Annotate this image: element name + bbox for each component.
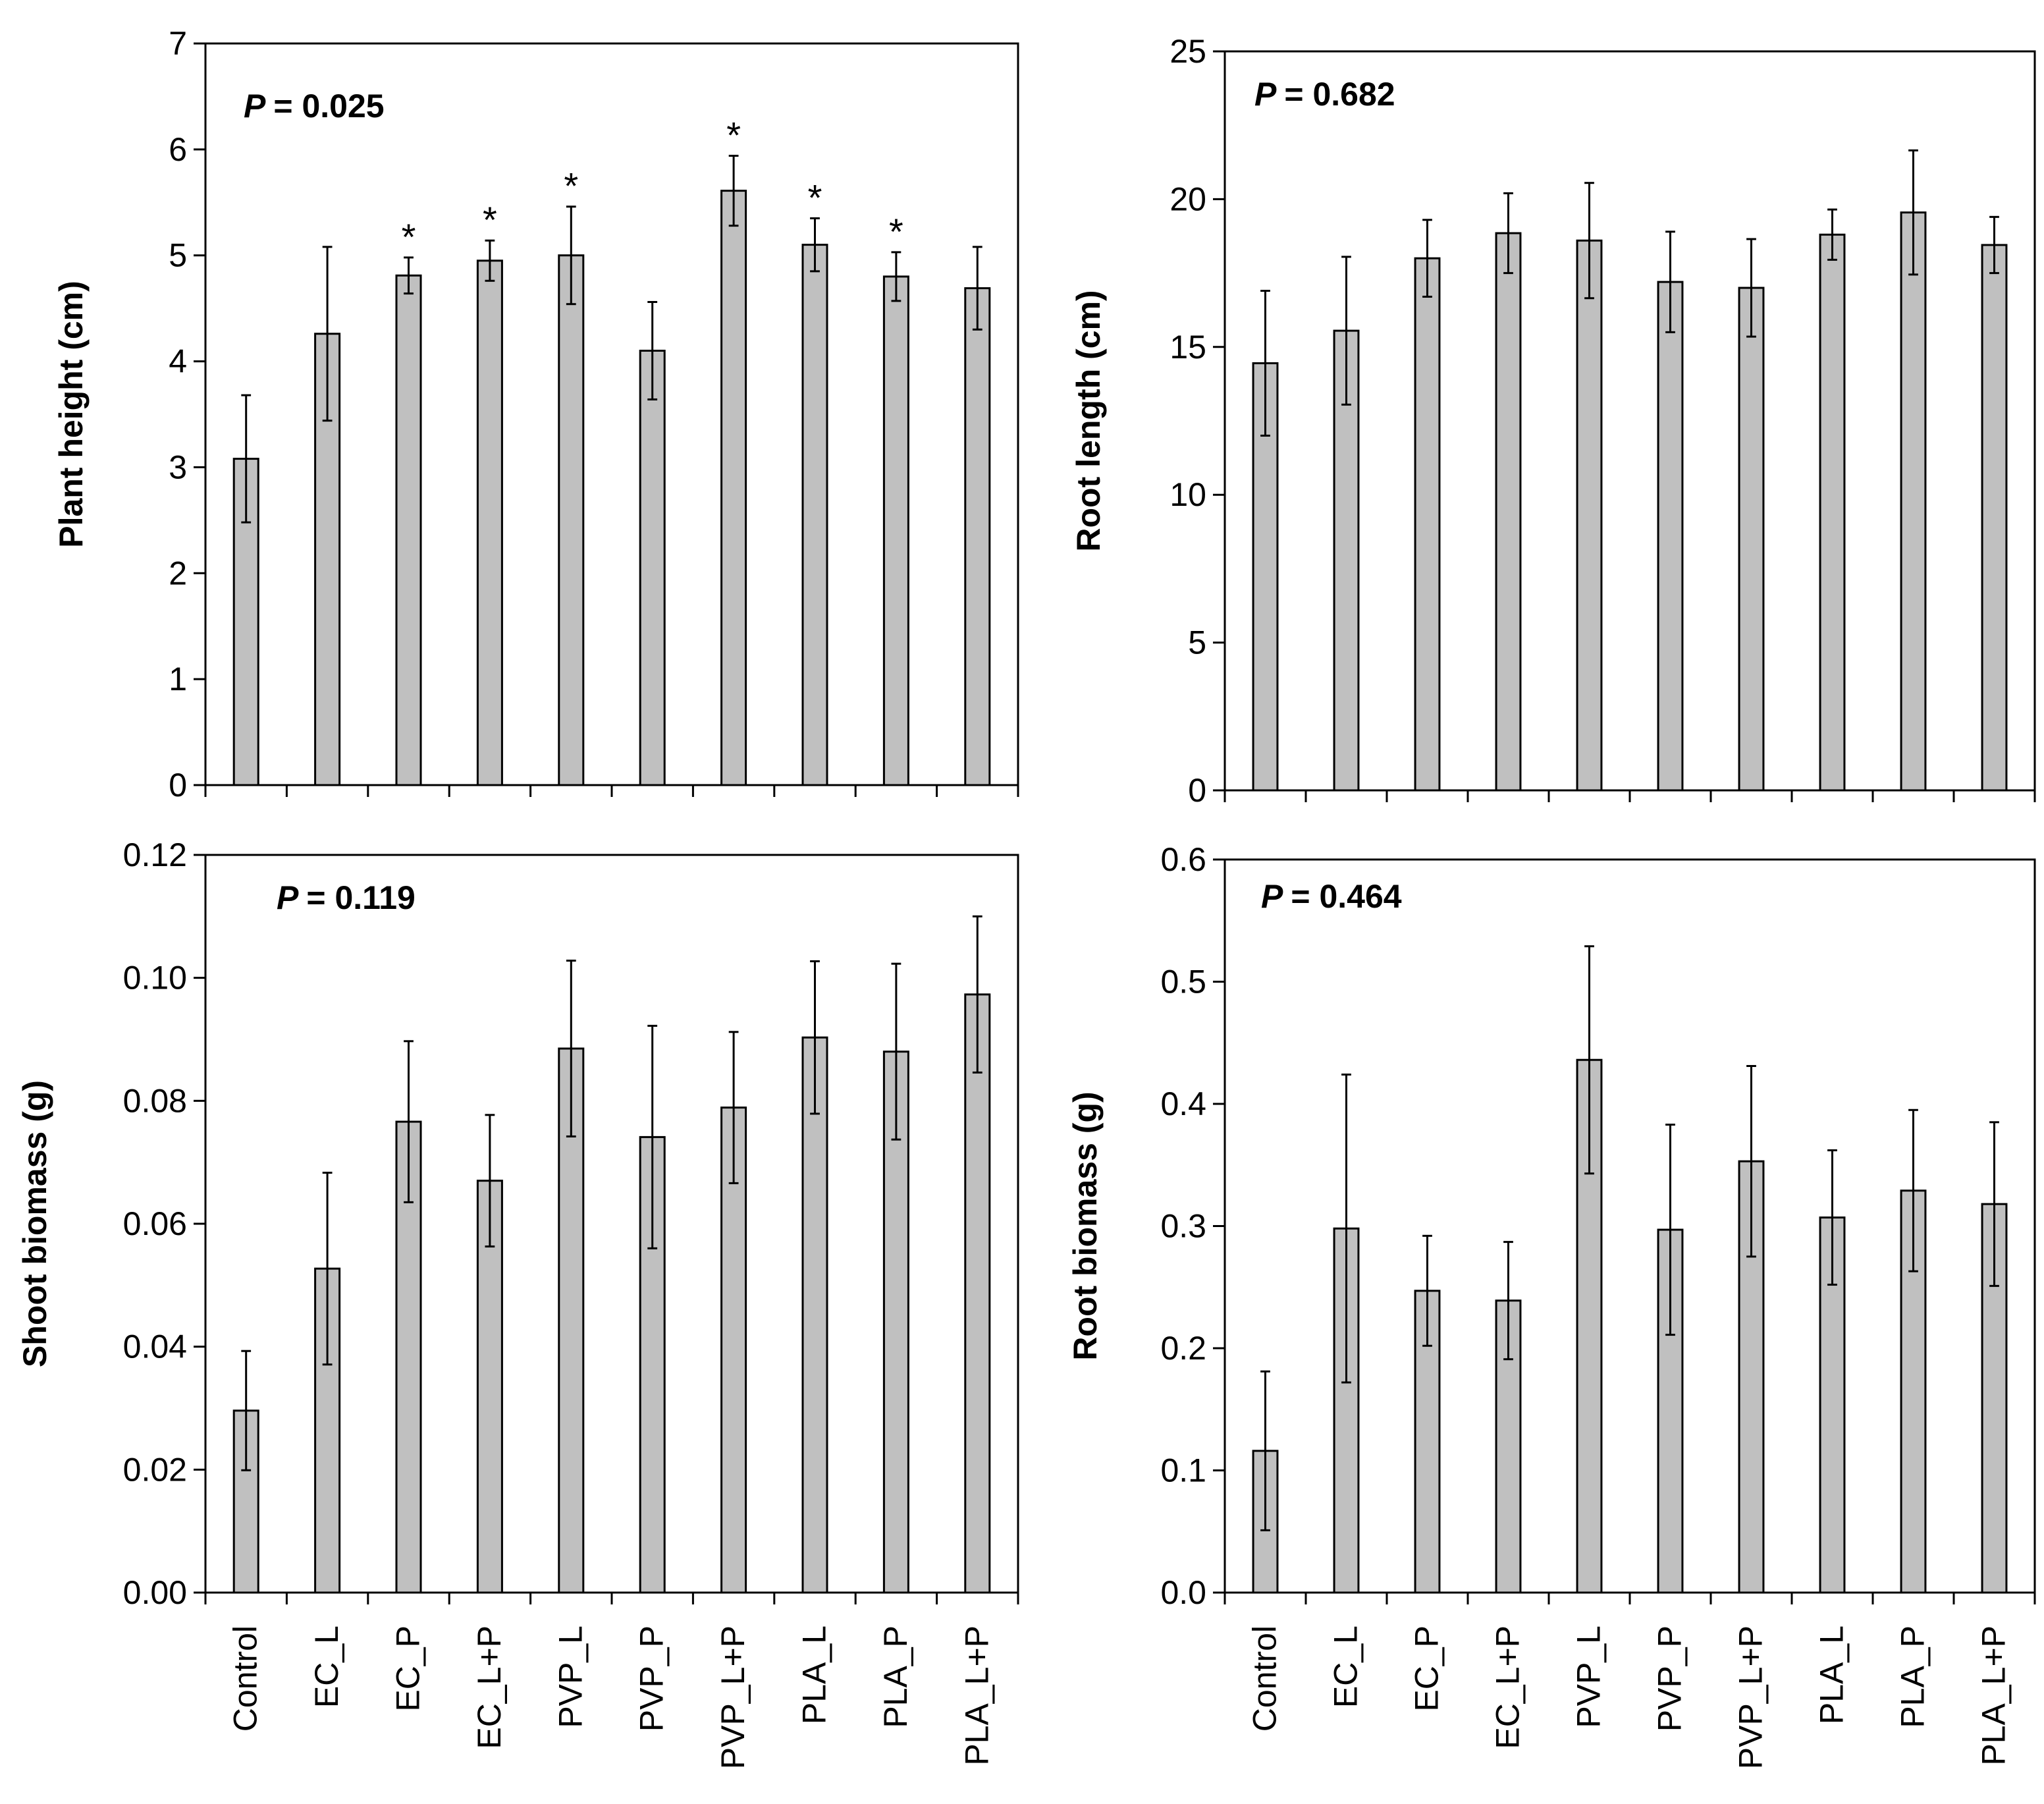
category-label-pvp-l-plus-p: PVP_L+P [1733,1626,1769,1769]
significance-marker: * [808,177,822,218]
y-tick-label: 1 [169,661,187,697]
category-label-pla-l-plus-p: PLA_L+P [958,1626,995,1766]
shoot-biomass-panel: 0.00 0.02 0.04 0.06 0.08 0.10 0.12 Control EC_L E… [16,836,1019,1769]
significance-marker: * [726,115,741,156]
y-tick-label: 0.1 [1160,1452,1206,1489]
y-tick-label: 15 [1170,329,1206,366]
category-label-ec-l-plus-p: EC_L+P [471,1626,508,1749]
bar-pla-p [882,275,909,786]
y-tick-label: 25 [1170,33,1206,70]
bar-ec-l-plus-p [476,260,503,786]
p-value-annotation: P = 0.682 [1254,76,1395,113]
significance-marker: * [564,165,578,207]
p-value-annotation: P = 0.119 [277,879,416,916]
bar-pla-l-plus-p [964,993,991,1594]
y-tick-label: 0.4 [1160,1085,1206,1122]
y-tick-label: 0.3 [1160,1208,1206,1245]
root-length-panel: 0 5 10 15 20 25 Root length (cm) P = 0.682 [1070,33,2036,809]
category-label-control: Control [1247,1626,1283,1732]
plant-height-panel: 0 1 2 3 4 5 6 7 * * * * * * Plant height (cm) P = 0.025 [53,25,1019,804]
bar-ec-l-plus-p [1495,232,1522,792]
category-label-pla-p: PLA_P [877,1626,914,1728]
y-tick-label: 7 [169,25,187,62]
y-tick-label: 0.04 [123,1328,187,1365]
category-label-ec-p: EC_P [1409,1626,1445,1712]
bar-pla-l-plus-p [964,287,991,786]
y-tick-label: 5 [169,237,187,274]
bar-pla-p [882,1051,909,1594]
category-label-pvp-l: PVP_L [1571,1626,1607,1728]
bar-pla-l-plus-p [1981,244,2008,792]
y-tick-label: 6 [169,131,187,168]
y-tick-label: 0 [169,767,187,804]
category-label-control: Control [227,1626,264,1732]
bar-pvp-p [639,349,666,786]
category-label-pla-p: PLA_P [1895,1626,1931,1728]
bar-pvp-l [1576,239,1603,792]
y-tick-label: 0.0 [1160,1574,1206,1611]
category-label-pla-l: PLA_L [796,1626,833,1724]
category-label-ec-l: EC_L [308,1626,345,1708]
y-tick-label: 0.12 [123,836,187,873]
y-axis-title: Plant height (cm) [53,281,90,548]
y-tick-label: 5 [1188,624,1206,661]
y-tick-label: 4 [169,343,187,380]
bar-pla-p [1900,211,1927,792]
category-label-pla-l-plus-p: PLA_L+P [1976,1626,2012,1766]
y-tick-label: 0.02 [123,1451,187,1488]
y-tick-label: 0.10 [123,960,187,997]
bar-pla-l [1819,233,1846,792]
category-label-pla-l: PLA_L [1814,1626,1850,1724]
significance-marker: * [402,216,416,258]
bar-ec-p [395,274,422,786]
y-tick-label: 2 [169,555,187,591]
y-tick-label: 10 [1170,476,1206,513]
category-label-ec-l-plus-p: EC_L+P [1490,1626,1526,1749]
bar-pla-l [801,244,828,786]
y-tick-label: 0.5 [1160,964,1206,1000]
category-label-pvp-p: PVP_P [633,1626,670,1732]
y-tick-label: 0.2 [1160,1330,1206,1367]
category-label-pvp-l: PVP_L [552,1626,589,1728]
bar-ec-p [1414,257,1441,792]
significance-marker: * [483,199,497,240]
bar-pvp-l-plus-p [720,190,747,786]
p-value-annotation: P = 0.464 [1261,878,1402,915]
category-label-ec-p: EC_P [390,1626,427,1712]
y-axis-title: Root biomass (g) [1067,1091,1104,1360]
bar-pvp-l-plus-p [1738,287,1765,792]
category-label-pvp-l-plus-p: PVP_L+P [714,1626,751,1769]
y-tick-label: 0.6 [1160,841,1206,878]
y-tick-label: 0.06 [123,1205,187,1242]
root-biomass-panel: 0.0 0.1 0.2 0.3 0.4 0.5 0.6 Control EC_L EC_P EC_L… [1067,841,2036,1769]
y-tick-label: 0.00 [123,1574,187,1611]
p-value-annotation: P = 0.025 [244,88,385,124]
category-label-pvp-p: PVP_P [1652,1626,1688,1732]
y-tick-label: 20 [1170,180,1206,217]
y-tick-label: 0 [1188,772,1206,809]
y-tick-label: 0.08 [123,1082,187,1119]
bar-ec-l-plus-p [476,1180,503,1594]
significance-marker: * [889,211,903,252]
bar-pvp-p [1657,281,1684,792]
y-axis-title: Shoot biomass (g) [16,1080,53,1367]
y-tick-label: 3 [169,449,187,485]
bar-pla-l [801,1036,828,1594]
bar-ec-l [1333,329,1360,792]
bar-pvp-l [558,254,585,786]
category-label-ec-l: EC_L [1328,1626,1364,1708]
y-axis-title: Root length (cm) [1070,290,1107,551]
